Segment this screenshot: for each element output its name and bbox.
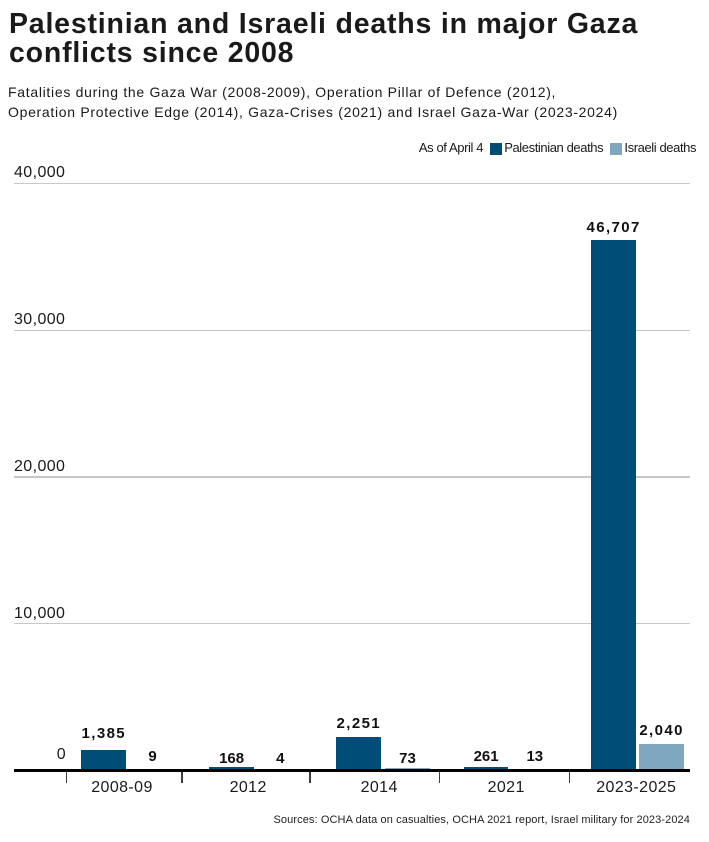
bar-israeli-2023-2025 xyxy=(639,744,684,771)
y-axis-label-10000: 10,000 xyxy=(14,604,66,622)
x-axis-label-2008-09: 2008-09 xyxy=(91,779,153,797)
legend-swatch-palestinian xyxy=(490,143,502,156)
gridline-10000 xyxy=(14,623,690,625)
value-label-israeli-2021: 13 xyxy=(526,748,544,766)
source-note: Sources: OCHA data on casualties, OCHA 2… xyxy=(273,813,690,826)
bar-palestinian-2023-2025 xyxy=(591,239,636,771)
x-axis-label-2021: 2021 xyxy=(487,779,525,797)
value-label-israeli-2023-2025: 2,040 xyxy=(639,722,684,740)
gridline-30000 xyxy=(14,329,690,331)
x-axis-tick-2 xyxy=(309,771,311,783)
x-axis-label-2012: 2012 xyxy=(229,779,267,797)
legend-label-palestinian: Palestinian deaths xyxy=(504,140,604,156)
x-axis-tick-4 xyxy=(568,771,571,783)
value-label-palestinian-2012: 168 xyxy=(219,750,245,768)
legend-swatch-israeli xyxy=(609,143,622,156)
value-label-palestinian-2008-09: 1,385 xyxy=(81,725,127,743)
x-axis-line xyxy=(14,769,690,772)
bar-palestinian-2021 xyxy=(463,766,509,771)
value-label-israeli-2008-09: 9 xyxy=(148,747,157,765)
gridline-20000 xyxy=(14,476,690,478)
bar-palestinian-2012 xyxy=(209,767,254,771)
gridline-40000 xyxy=(14,182,690,184)
y-axis-label-30000: 30,000 xyxy=(14,311,66,329)
x-axis-label-2023-2025: 2023-2025 xyxy=(596,779,677,797)
bar-palestinian-2014 xyxy=(336,737,382,771)
value-label-palestinian-2014: 2,251 xyxy=(336,714,382,732)
chart-title: Palestinian and Israeli deaths in major … xyxy=(9,8,639,70)
chart-subtitle: Fatalities during the Gaza War (2008-200… xyxy=(8,84,618,121)
x-axis-label-2014: 2014 xyxy=(360,779,398,797)
y-axis-label-40000: 40,000 xyxy=(14,164,66,182)
bar-palestinian-2008-09 xyxy=(81,750,127,771)
x-axis-tick-1 xyxy=(181,771,183,783)
value-label-israeli-2014: 73 xyxy=(399,750,416,768)
value-label-palestinian-2021: 261 xyxy=(473,748,499,766)
value-label-palestinian-2023-2025: 46,707 xyxy=(586,219,641,237)
y-axis-label-0: 0 xyxy=(56,746,66,764)
y-axis-label-20000: 20,000 xyxy=(14,457,66,475)
x-axis-tick-3 xyxy=(439,771,441,783)
legend-label-israeli: Israeli deaths xyxy=(624,140,697,156)
value-label-israeli-2012: 4 xyxy=(276,750,285,768)
legend-note: As of April 4 xyxy=(418,140,484,156)
x-axis-tick-0 xyxy=(65,771,68,783)
